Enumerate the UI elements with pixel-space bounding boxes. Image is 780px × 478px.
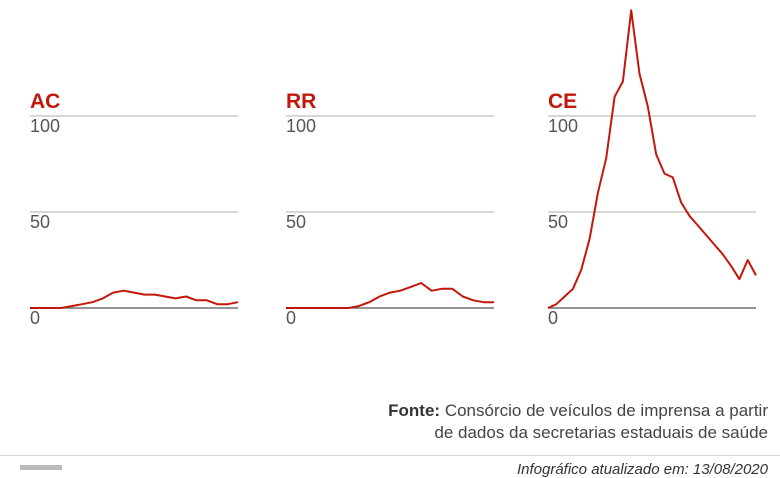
source-line-2: de dados da secretarias estaduais de saú…: [434, 423, 768, 442]
chart-title: AC: [30, 90, 61, 113]
y-tick-label: 0: [548, 308, 559, 328]
source-label: Fonte:: [388, 401, 441, 420]
panel-ce: CE 0 50 100: [547, 9, 758, 328]
chart-svg: [547, 9, 757, 309]
chart-title: RR: [286, 90, 317, 113]
y-tick-label: 50: [548, 212, 569, 232]
bottom-divider: [0, 455, 780, 456]
y-tick-label: 100: [30, 116, 61, 136]
y-tick-label: 100: [286, 116, 317, 136]
panel-ac: AC 0 50 100: [30, 88, 240, 328]
y-tick-label: 50: [30, 212, 51, 232]
y-tick-label: 0: [30, 308, 41, 328]
source-note: Fonte: Consórcio de veículos de imprensa…: [288, 400, 768, 444]
y-tick-label: 0: [286, 308, 297, 328]
panel-rr: RR 0 50 100: [286, 88, 496, 328]
y-tick-label: 50: [286, 212, 307, 232]
y-tick-label: 100: [548, 116, 579, 136]
series-line: [286, 282, 494, 309]
chart-title: CE: [548, 90, 578, 113]
series-line: [30, 289, 239, 309]
chart-svg: [286, 115, 494, 309]
source-line-1: Consórcio de veículos de imprensa a part…: [444, 401, 768, 420]
chart-svg: [30, 115, 239, 309]
series-line: [547, 9, 757, 309]
publisher-logo: [20, 465, 62, 470]
